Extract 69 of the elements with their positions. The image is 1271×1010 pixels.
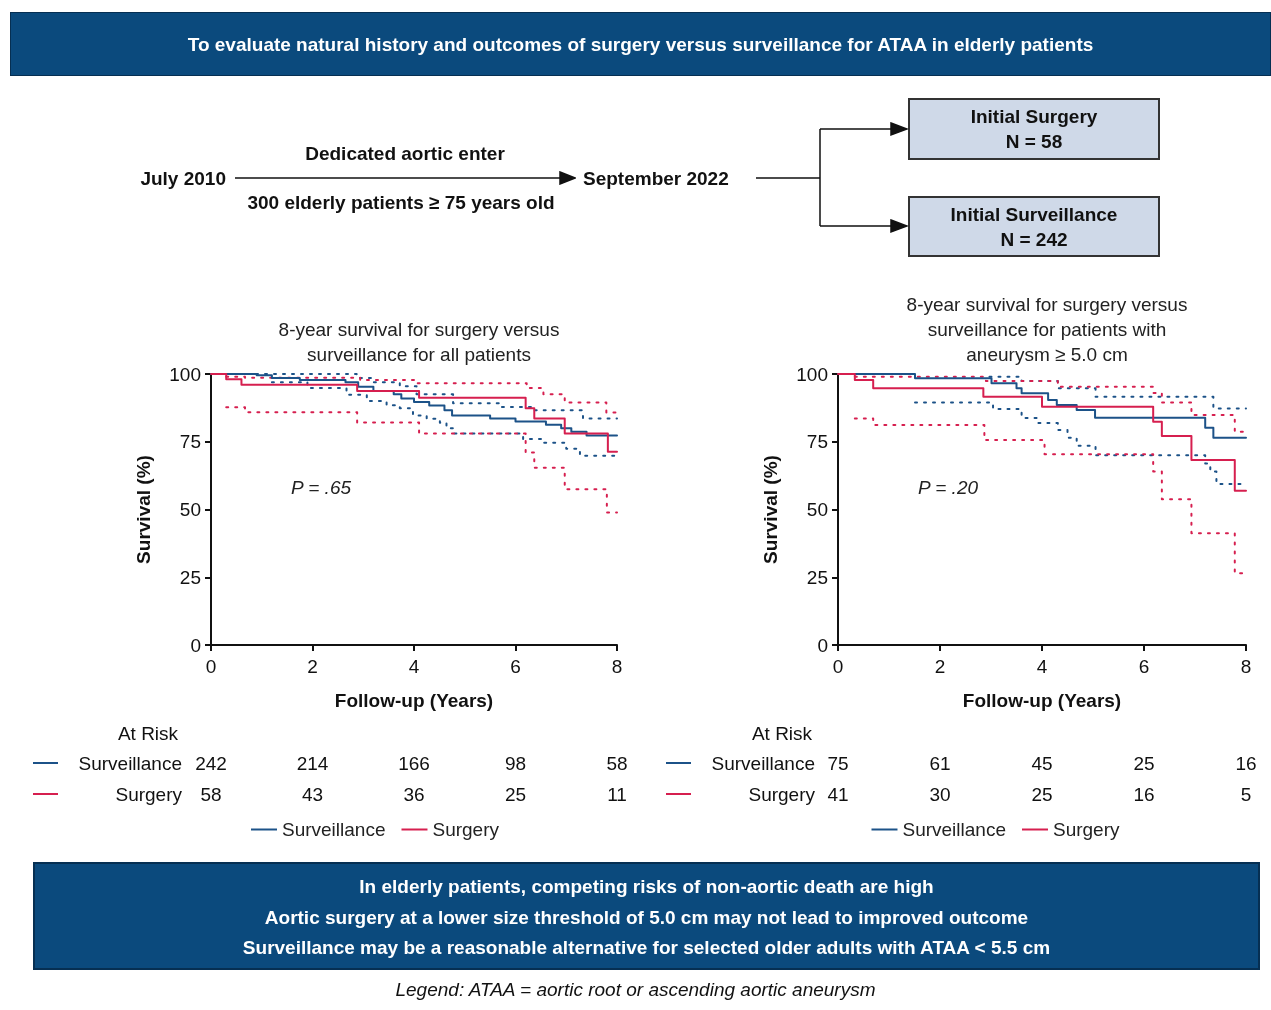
- text: Initial Surgery N = 58: [969, 105, 1099, 154]
- legend-label: Surgery: [432, 819, 500, 840]
- text: At Risk: [751, 721, 813, 746]
- text: At Risk: [117, 721, 179, 746]
- y-tick-label: 100: [796, 363, 828, 385]
- text: To evaluate natural history and outcomes of surgery versus surveillance for ATAA in elderly patients: [186, 33, 1095, 57]
- text: Surveillance may be a reasonable alternative for selected older adults with ATAA < 5.5 cm: [241, 936, 1052, 960]
- text: 166: [398, 751, 430, 776]
- x-tick-label: 4: [1036, 656, 1048, 677]
- y-tick-label: 50: [179, 499, 201, 520]
- text: In elderly patients, competing risks of non-aortic death are high: [358, 875, 935, 899]
- text: 36: [403, 782, 425, 807]
- text: July 2010: [140, 166, 226, 191]
- x-tick-label: 2: [307, 656, 318, 677]
- text: Surgery: [748, 782, 815, 807]
- text: 45: [1031, 751, 1053, 776]
- y-axis-title: Survival (%): [760, 455, 781, 564]
- text: 214: [296, 751, 329, 776]
- text: September 2022: [583, 166, 729, 191]
- text: Surgery: [115, 782, 182, 807]
- y-tick-label: 0: [190, 634, 201, 656]
- x-tick-label: 0: [832, 656, 844, 677]
- chart-title: 8-year survival for surgery versus surveillance for all patients: [278, 319, 560, 365]
- x-tick-label: 6: [1138, 656, 1150, 677]
- text: 11: [607, 782, 627, 807]
- y-tick-label: 75: [806, 431, 828, 453]
- text: 41: [827, 782, 849, 807]
- x-tick-label: 8: [611, 656, 623, 677]
- text: Aortic surgery at a lower size threshold of 5.0 cm may not lead to improved outcome: [263, 905, 1030, 930]
- x-tick-label: 6: [510, 656, 521, 677]
- annotation: P = .20: [918, 477, 979, 498]
- chart-title: 8-year survival for surgery versus surveillance for patients with aneurysm ≥ 5.0 cm: [906, 294, 1188, 365]
- text: 16: [1235, 751, 1257, 776]
- x-tick-label: 2: [934, 656, 946, 677]
- y-tick-label: 100: [169, 363, 201, 385]
- x-tick-label: 4: [408, 656, 420, 677]
- y-tick-label: 75: [179, 431, 201, 453]
- text: Surveillance: [711, 751, 815, 776]
- text: 16: [1133, 782, 1155, 807]
- y-tick-label: 0: [817, 634, 828, 656]
- text: 98: [504, 751, 527, 776]
- text: Surveillance: [78, 751, 182, 776]
- text: 242: [195, 751, 227, 776]
- text: 300 elderly patients ≥ 75 years old: [247, 190, 555, 215]
- y-tick-label: 50: [806, 499, 828, 520]
- text: 25: [1031, 782, 1053, 807]
- y-tick-label: 25: [179, 566, 201, 588]
- x-tick-label: 0: [205, 656, 217, 677]
- text: 43: [301, 782, 324, 807]
- text: Initial Surveillance N = 242: [949, 203, 1119, 252]
- text: 25: [1133, 751, 1155, 776]
- legend-label: Surveillance: [902, 819, 1006, 840]
- text: 30: [929, 782, 951, 807]
- y-tick-label: 25: [806, 566, 828, 588]
- text: Dedicated aortic enter: [305, 141, 505, 166]
- legend-label: Surveillance: [281, 819, 386, 840]
- x-tick-label: 8: [1240, 656, 1252, 677]
- y-axis-title: Survival (%): [133, 455, 154, 564]
- text: Legend: ATAA = aortic root or ascending aortic aneurysm: [394, 978, 877, 1002]
- text: 58: [200, 782, 222, 807]
- x-axis-title: Follow-up (Years): [962, 690, 1122, 711]
- text: 5: [1240, 782, 1252, 807]
- legend-label: Surgery: [1052, 819, 1121, 840]
- text: 61: [929, 751, 951, 776]
- text: 58: [606, 751, 628, 776]
- text: 75: [827, 751, 849, 776]
- annotation: P = .65: [291, 477, 352, 498]
- text: 25: [504, 782, 527, 807]
- x-axis-title: Follow-up (Years): [334, 690, 494, 711]
